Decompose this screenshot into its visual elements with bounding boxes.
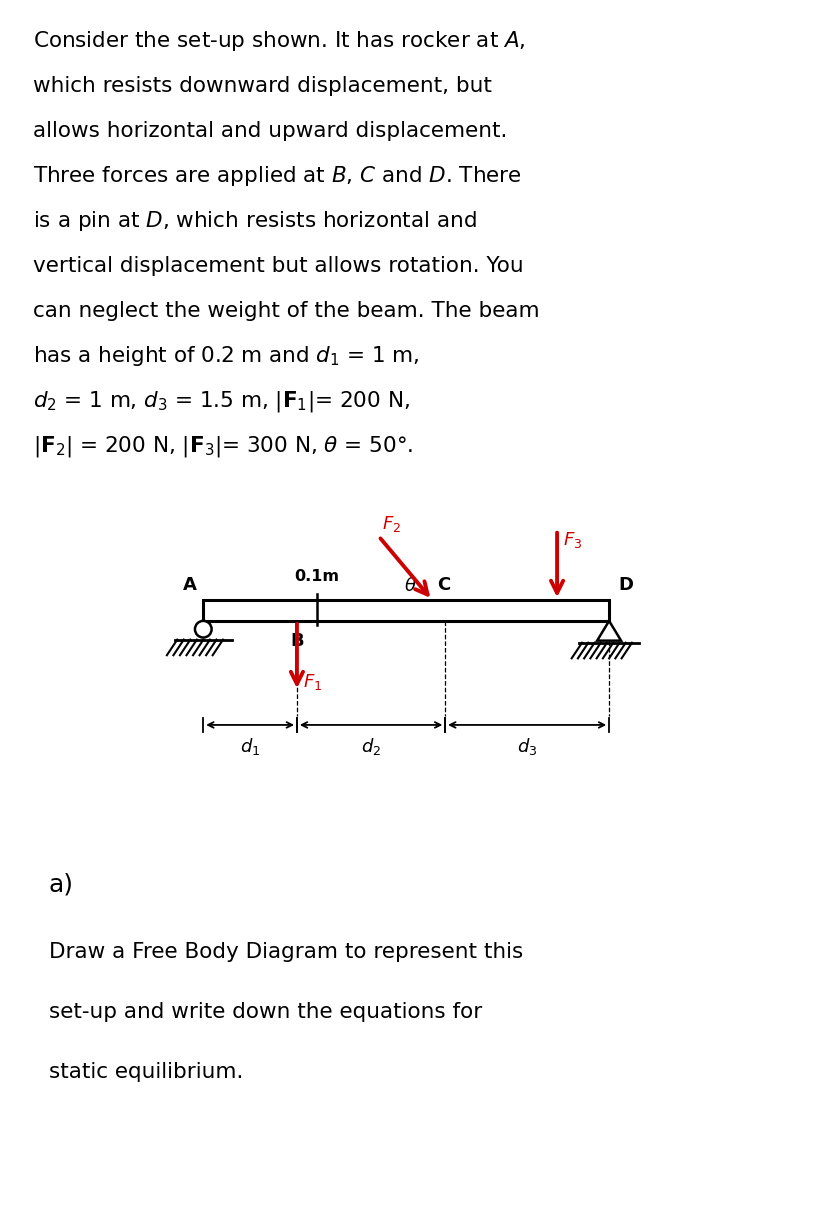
- Text: Three forces are applied at $\mathit{B}$, $\mathit{C}$ and $\mathit{D}$. There: Three forces are applied at $\mathit{B}$…: [33, 164, 521, 188]
- Text: vertical displacement but allows rotation. You: vertical displacement but allows rotatio…: [33, 256, 523, 277]
- Text: Draw a Free Body Diagram to represent this: Draw a Free Body Diagram to represent th…: [49, 942, 523, 961]
- Text: $d_2$ = 1 m, $d_3$ = 1.5 m, $|\mathbf{F}_1|$= 200 N,: $d_2$ = 1 m, $d_3$ = 1.5 m, $|\mathbf{F}…: [33, 388, 409, 414]
- Text: $F_2$: $F_2$: [382, 514, 401, 534]
- Text: Consider the set-up shown. It has rocker at $\mathit{A}$,: Consider the set-up shown. It has rocker…: [33, 29, 525, 52]
- Text: $d_1$: $d_1$: [240, 736, 260, 756]
- Text: has a height of 0.2 m and $d_1$ = 1 m,: has a height of 0.2 m and $d_1$ = 1 m,: [33, 345, 419, 368]
- Text: $F_1$: $F_1$: [303, 671, 322, 692]
- Text: $d_3$: $d_3$: [516, 736, 537, 756]
- Text: $|\mathbf{F}_2|$ = 200 N, $|\mathbf{F}_3|$= 300 N, $\theta$ = 50°.: $|\mathbf{F}_2|$ = 200 N, $|\mathbf{F}_3…: [33, 435, 413, 459]
- Bar: [203, 600, 609, 620]
- Text: 0.1m: 0.1m: [294, 569, 339, 584]
- Text: A: A: [183, 575, 197, 594]
- Text: B: B: [289, 632, 304, 651]
- Polygon shape: [596, 620, 620, 641]
- Text: set-up and write down the equations for: set-up and write down the equations for: [49, 1003, 481, 1022]
- Text: D: D: [618, 575, 633, 594]
- Text: static equilibrium.: static equilibrium.: [49, 1062, 243, 1083]
- Text: which resists downward displacement, but: which resists downward displacement, but: [33, 75, 491, 96]
- Circle shape: [194, 620, 212, 637]
- Text: $\theta$: $\theta$: [404, 577, 416, 595]
- Text: C: C: [437, 575, 450, 594]
- Text: $F_3$: $F_3$: [562, 529, 582, 550]
- Text: allows horizontal and upward displacement.: allows horizontal and upward displacemen…: [33, 121, 507, 141]
- Text: is a pin at $\mathit{D}$, which resists horizontal and: is a pin at $\mathit{D}$, which resists …: [33, 209, 476, 233]
- Text: a): a): [49, 872, 74, 896]
- Text: can neglect the weight of the beam. The beam: can neglect the weight of the beam. The …: [33, 301, 539, 322]
- Text: $d_2$: $d_2$: [361, 736, 380, 756]
